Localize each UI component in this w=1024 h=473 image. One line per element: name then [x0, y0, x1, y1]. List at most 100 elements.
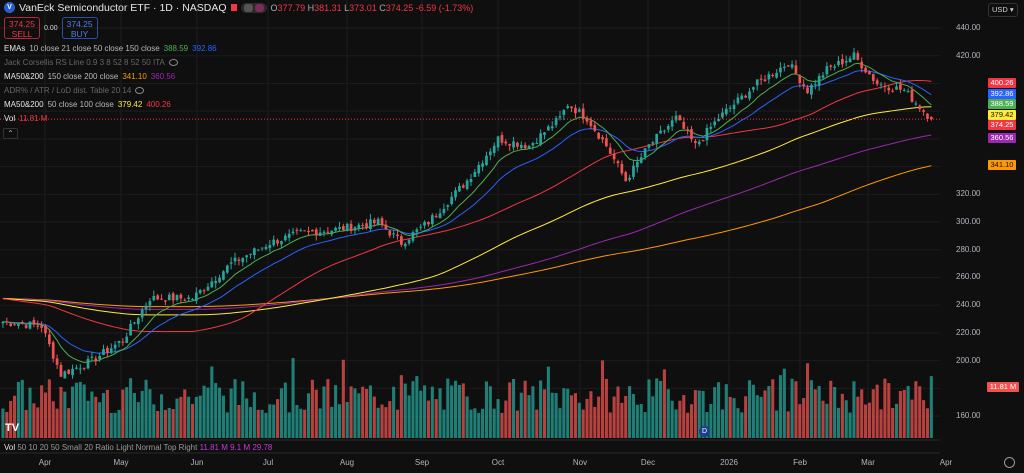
- hidden-eye-icon[interactable]: [135, 86, 145, 94]
- candle-body: [148, 301, 152, 306]
- volume-bar: [647, 379, 651, 438]
- candle-body: [485, 155, 488, 166]
- candle-body: [786, 65, 790, 67]
- price-axis[interactable]: USD ▾ 440.00 420.00 320.00 300.00 280.00 260.…: [940, 0, 1024, 473]
- volume-bar: [357, 393, 361, 438]
- candle-body: [20, 322, 24, 324]
- collapse-legend-button[interactable]: ⌃: [3, 128, 18, 139]
- candle-body: [697, 141, 701, 145]
- candle-body: [361, 225, 365, 227]
- volume-bar: [171, 409, 175, 438]
- hidden-eye-icon[interactable]: [168, 58, 178, 66]
- candle-body: [295, 229, 299, 231]
- time-label: Sep: [414, 458, 430, 467]
- volume-bar: [384, 407, 388, 438]
- indicator-ma150-200[interactable]: MA50&200 150 close 200 close 341.10 360.56: [4, 71, 176, 81]
- price-chart[interactable]: [0, 0, 940, 473]
- candle-body: [620, 163, 624, 174]
- candle-body: [210, 281, 214, 288]
- indicator-emas[interactable]: EMAs 10 close 21 close 50 close 150 close…: [4, 43, 217, 53]
- candle-body: [198, 290, 202, 294]
- volume-bar: [20, 379, 24, 438]
- tradingview-logo[interactable]: TV: [5, 422, 20, 434]
- volume-bar: [747, 380, 752, 438]
- toggle-pill[interactable]: [240, 2, 267, 13]
- symbol-title[interactable]: VanEck Semiconductor ETF · 1D · NASDAQ: [19, 1, 227, 14]
- candle-body: [779, 67, 782, 73]
- candle-body: [465, 180, 469, 190]
- volume-bar: [101, 393, 106, 438]
- candle-body: [24, 325, 28, 328]
- candle-body: [423, 221, 426, 226]
- volume-bar: [252, 392, 256, 438]
- candle-body: [655, 134, 659, 144]
- candle-body: [183, 299, 187, 301]
- candle-body: [794, 65, 798, 74]
- price-tick: 260.00: [956, 272, 981, 282]
- time-label: Apr: [38, 458, 52, 467]
- price-tag: 392.86: [988, 88, 1016, 99]
- candle-body: [129, 323, 132, 336]
- currency-select[interactable]: USD ▾: [988, 3, 1018, 17]
- volume-bar: [918, 386, 922, 438]
- price-tick: 420.00: [956, 50, 981, 60]
- indicator-vol[interactable]: Vol 11.81 M: [4, 113, 48, 123]
- candle-body: [384, 224, 388, 230]
- volume-bar: [523, 380, 527, 438]
- volume-bar: [295, 405, 299, 438]
- candle-body: [318, 232, 322, 236]
- dividend-event-badge[interactable]: D: [699, 426, 710, 437]
- candle-body: [442, 208, 446, 214]
- volume-bar: [419, 390, 423, 438]
- volume-bar: [500, 412, 504, 438]
- candle-body: [744, 95, 748, 98]
- candle-body: [570, 106, 573, 109]
- volume-bar: [372, 396, 376, 438]
- candle-body: [550, 126, 554, 129]
- volume-bar: [655, 378, 659, 438]
- volume-bar: [415, 376, 419, 438]
- volume-bar: [581, 409, 585, 438]
- candle-body: [543, 132, 546, 135]
- candle-body: [910, 89, 914, 102]
- volume-bar: [426, 400, 430, 438]
- volume-bar: [891, 407, 895, 438]
- indicator-adr-table[interactable]: ADR% / ATR / LoD dist. Table 20 14: [4, 83, 473, 97]
- indicator-rs-line[interactable]: Jack Corsellis RS Line 0.9 3 8 52 8 52 5…: [4, 55, 473, 69]
- volume-bar: [167, 407, 171, 438]
- candle-body: [214, 280, 218, 284]
- volume-bar: [906, 385, 910, 438]
- sell-button[interactable]: 374.25 SELL: [4, 17, 40, 39]
- volume-bar: [63, 391, 67, 438]
- volume-legend[interactable]: Vol 50 10 20 50 Small 20 Ratio Light Nor…: [4, 443, 273, 452]
- volume-bar: [759, 396, 763, 438]
- volume-bar: [194, 396, 198, 438]
- volume-bar: [771, 379, 775, 438]
- candle-body: [806, 87, 809, 93]
- volume-bar: [198, 395, 202, 438]
- flag-icon[interactable]: [230, 4, 237, 11]
- price-tick: 240.00: [956, 300, 981, 310]
- candle-body: [117, 341, 121, 343]
- volume-bar: [407, 395, 411, 438]
- ma100-line: [2, 106, 932, 316]
- volume-bar: [71, 386, 75, 438]
- volume-bar: [183, 389, 187, 438]
- indicator-ma50-100[interactable]: MA50&200 50 close 100 close 379.42 400.26: [4, 99, 171, 109]
- candle-body: [605, 138, 608, 147]
- volume-bar: [264, 412, 268, 438]
- volume-bar: [47, 379, 51, 438]
- volume-bar: [129, 378, 133, 438]
- candle-body: [152, 296, 156, 301]
- candle-body: [454, 190, 457, 198]
- candle-body: [516, 142, 519, 147]
- buy-button[interactable]: 374.25 BUY: [61, 17, 98, 39]
- volume-bar: [504, 400, 508, 438]
- candle-body: [164, 300, 167, 302]
- volume-bar: [86, 400, 90, 438]
- volume-bar: [829, 380, 833, 438]
- volume-bar: [798, 404, 802, 438]
- volume-tag: 11.81 M: [987, 382, 1019, 392]
- settings-gear-icon[interactable]: [1004, 457, 1015, 468]
- price-tag: 374.25: [988, 120, 1016, 131]
